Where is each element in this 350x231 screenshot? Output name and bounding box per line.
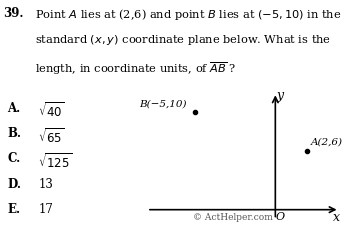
Text: 13: 13 [38, 178, 53, 191]
Text: E.: E. [7, 203, 20, 216]
Text: D.: D. [7, 178, 21, 191]
Text: B(−5,10): B(−5,10) [139, 100, 187, 109]
Text: standard $(x,y)$ coordinate plane below. What is the: standard $(x,y)$ coordinate plane below.… [35, 33, 331, 48]
Text: $\sqrt{125}$: $\sqrt{125}$ [38, 152, 73, 171]
Text: O: O [275, 212, 285, 222]
Text: $\sqrt{65}$: $\sqrt{65}$ [38, 127, 65, 146]
Text: A.: A. [7, 102, 20, 115]
Text: y: y [276, 89, 284, 102]
Text: Point $A$ lies at (2,6) and point $B$ lies at $(-5,10)$ in the: Point $A$ lies at (2,6) and point $B$ li… [35, 7, 342, 22]
Text: C.: C. [7, 152, 20, 165]
Text: 17: 17 [38, 203, 53, 216]
Text: length, in coordinate units, of $\overline{AB}$ ?: length, in coordinate units, of $\overli… [35, 60, 237, 77]
Text: x: x [333, 211, 340, 224]
Text: $\sqrt{40}$: $\sqrt{40}$ [38, 102, 65, 120]
Text: A(2,6): A(2,6) [311, 137, 343, 146]
Text: © ActHelper.com: © ActHelper.com [193, 213, 272, 222]
Text: 39.: 39. [4, 7, 24, 20]
Text: B.: B. [7, 127, 21, 140]
